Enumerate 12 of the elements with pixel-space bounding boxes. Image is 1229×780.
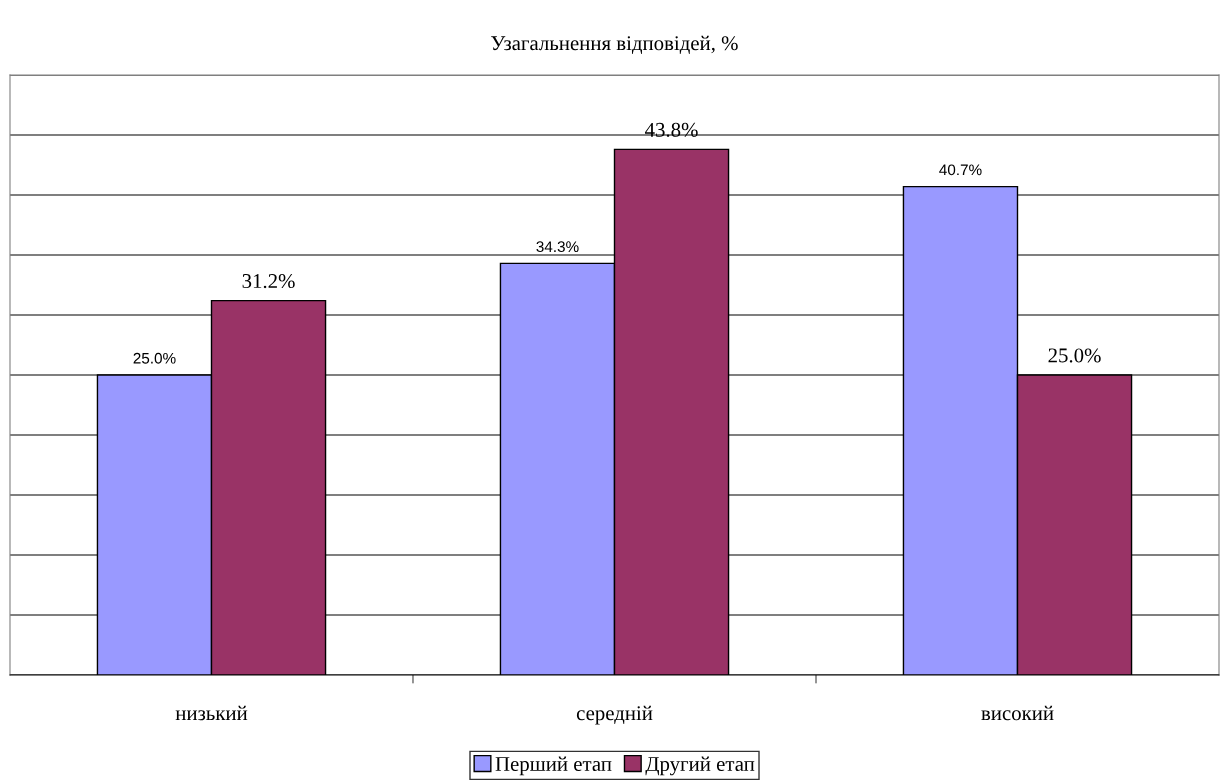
data-label: 43.8%	[645, 122, 698, 137]
x-tick-label: високий	[981, 705, 1054, 721]
data-label: 40.7%	[939, 164, 982, 176]
data-label: 25.0%	[133, 352, 176, 364]
data-label: 34.3%	[536, 241, 579, 253]
x-tick-label: середній	[576, 705, 653, 725]
legend-label: Перший етап	[495, 756, 612, 776]
data-label: 25.0%	[1048, 348, 1101, 363]
x-tick-label: низький	[175, 705, 248, 721]
data-label: 31.2%	[242, 273, 295, 289]
legend-label: Другий етап	[645, 756, 755, 776]
chart-title: Узагальнення відповідей, %	[491, 35, 738, 55]
